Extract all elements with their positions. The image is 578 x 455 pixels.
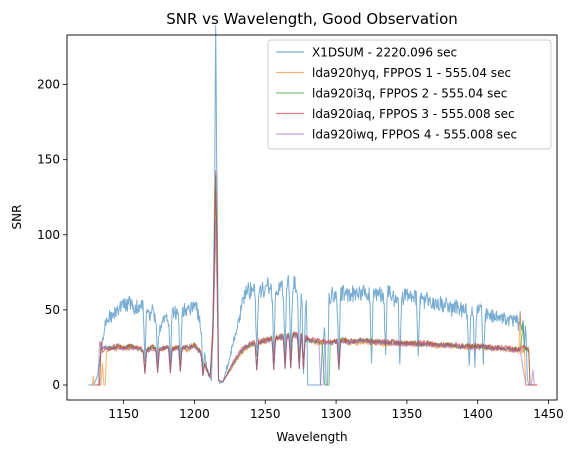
y-tick-label: 50 bbox=[45, 303, 60, 317]
x-tick-label: 1350 bbox=[392, 407, 423, 421]
y-tick-label: 150 bbox=[37, 153, 60, 167]
plot-frame bbox=[66, 34, 558, 401]
legend-label-2: lda920hyq, FPPOS 1 - 555.04 sec bbox=[312, 66, 511, 80]
legend-label-5: lda920iwq, FPPOS 4 - 555.008 sec bbox=[312, 128, 517, 142]
x-tick-label: 1450 bbox=[533, 407, 564, 421]
y-tick-label: 0 bbox=[52, 378, 60, 392]
chart-title: SNR vs Wavelength, Good Observation bbox=[166, 10, 458, 28]
x-axis-label: Wavelength bbox=[276, 430, 347, 444]
y-tick-label: 200 bbox=[37, 78, 60, 92]
x-axis-ticks: 1150 1200 1250 1300 1350 1400 1450 bbox=[108, 400, 564, 421]
x-tick-label: 1150 bbox=[108, 407, 139, 421]
series-line-5 bbox=[97, 220, 535, 386]
x-tick-label: 1250 bbox=[250, 407, 281, 421]
legend-label-4: lda920iaq, FPPOS 3 - 555.008 sec bbox=[312, 107, 515, 121]
series-line-1 bbox=[88, 25, 538, 386]
y-tick-label: 100 bbox=[37, 228, 60, 242]
x-tick-label: 1300 bbox=[321, 407, 352, 421]
legend-box bbox=[267, 39, 552, 150]
legend-label-1: X1DSUM - 2220.096 sec bbox=[312, 46, 457, 60]
y-axis-ticks: 0 50 100 150 200 bbox=[37, 78, 67, 392]
x-tick-label: 1200 bbox=[179, 407, 210, 421]
legend: X1DSUM - 2220.096 sec lda920hyq, FPPOS 1 … bbox=[267, 39, 552, 150]
plot-area bbox=[88, 25, 538, 386]
legend-label-3: lda920i3q, FPPOS 2 - 555.04 sec bbox=[312, 87, 507, 101]
x-tick-label: 1400 bbox=[462, 407, 493, 421]
y-axis-label: SNR bbox=[10, 205, 24, 230]
